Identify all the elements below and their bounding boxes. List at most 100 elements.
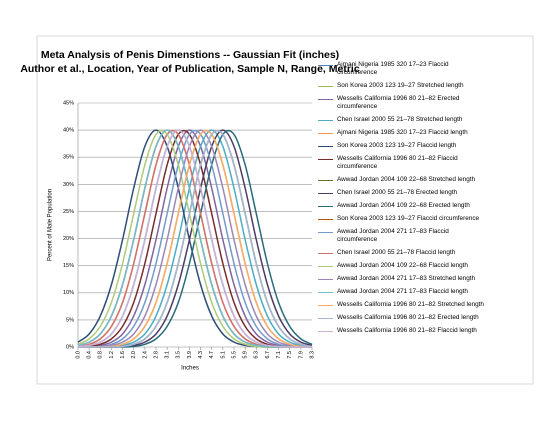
x-tick-label: 0.0: [75, 351, 81, 359]
chart-subtitle: Author et al., Location, Year of Publica…: [20, 63, 360, 75]
legend-entry: Son Korea 2003 123 19–27 Flaccid circumf…: [318, 215, 523, 223]
legend-label: Awwad Jordan 2004 271 17–83 Flaccid leng…: [337, 288, 468, 295]
x-tick-label: 2.0: [131, 351, 137, 359]
legend-swatch: [318, 231, 333, 233]
legend-entry: Awwad Jordan 2004 271 17–83 Flaccid circ…: [318, 228, 523, 244]
legend-entry: Wessells California 1996 80 21–82 Flacci…: [318, 327, 523, 335]
x-tick-label: 8.3: [309, 351, 315, 359]
x-tick-label: 4.3: [198, 351, 204, 359]
legend-swatch: [318, 85, 333, 87]
chart-frame: [36, 35, 534, 385]
legend-swatch: [318, 304, 333, 306]
x-tick-label: 2.8: [153, 351, 159, 359]
x-tick-label: 1.6: [120, 351, 126, 359]
legend-label: Awwad Jordan 2004 109 22–68 Flaccid leng…: [337, 262, 468, 269]
x-tick-label: 3.9: [187, 351, 193, 359]
legend-swatch: [318, 205, 333, 207]
legend-entry: Awwad Jordan 2004 271 17–83 Stretched le…: [318, 275, 523, 283]
legend: Ajmani Nigeria 1985 320 17–23 Flaccid ci…: [318, 61, 523, 335]
series-line: [77, 129, 313, 348]
legend-swatch: [318, 317, 333, 319]
x-tick-label: 5.9: [243, 351, 249, 359]
legend-label: Chen Israel 2000 55 21–78 Flaccid length: [337, 249, 456, 256]
x-tick-label: 2.4: [142, 351, 148, 359]
y-tick-label: 25%: [63, 209, 74, 215]
legend-label: Chen Israel 2000 55 21–78 Stretched leng…: [337, 116, 463, 123]
y-tick-label: 20%: [63, 236, 74, 242]
legend-swatch: [318, 278, 333, 280]
x-tick-label: 3.5: [176, 351, 182, 359]
legend-label: Son Korea 2003 123 19–27 Stretched lengt…: [337, 82, 464, 89]
y-tick-label: 35%: [63, 155, 74, 161]
x-tick-label: 5.1: [220, 351, 226, 359]
legend-label: Wessells California 1996 80 21–82 Erecte…: [337, 95, 460, 110]
legend-entry: Son Korea 2003 123 19–27 Stretched lengt…: [318, 82, 523, 90]
legend-label: Awwad Jordan 2004 271 17–83 Stretched le…: [337, 275, 476, 282]
legend-swatch: [318, 145, 333, 147]
chart-title: Meta Analysis of Penis Dimenstions -- Ga…: [41, 49, 339, 61]
legend-label: Wessells California 1996 80 21–82 Erecte…: [337, 314, 479, 321]
x-tick-label: 6.7: [265, 351, 271, 359]
x-tick-label: 0.4: [87, 351, 93, 359]
legend-label: Awwad Jordan 2004 271 17–83 Flaccid circ…: [337, 228, 449, 243]
legend-entry: Son Korea 2003 123 19–27 Flaccid length: [318, 142, 523, 150]
x-axis-title: Inches: [181, 366, 199, 372]
y-tick-label: 15%: [63, 263, 74, 269]
series-line: [77, 129, 313, 348]
legend-label: Ajmani Nigeria 1985 320 17–23 Flaccid ci…: [337, 61, 449, 76]
legend-label: Son Korea 2003 123 19–27 Flaccid circumf…: [337, 215, 480, 222]
legend-entry: Awwad Jordan 2004 109 22–68 Flaccid leng…: [318, 262, 523, 270]
legend-swatch: [318, 192, 333, 194]
legend-entry: Chen Israel 2000 55 21–78 Stretched leng…: [318, 116, 523, 124]
legend-label: Wessells California 1996 80 21–82 Flacci…: [337, 155, 458, 170]
y-axis-title: Percent of Male Population: [48, 189, 54, 261]
x-tick-label: 1.2: [109, 351, 115, 359]
legend-swatch: [318, 265, 333, 267]
y-tick-label: 45%: [63, 100, 74, 106]
y-tick-label: 40%: [63, 128, 74, 134]
legend-entry: Wessells California 1996 80 21–82 Stretc…: [318, 301, 523, 309]
legend-entry: Chen Israel 2000 55 21–78 Erected length: [318, 189, 523, 197]
series-line: [77, 129, 312, 348]
legend-swatch: [318, 252, 333, 254]
legend-label: Wessells California 1996 80 21–82 Stretc…: [337, 301, 484, 308]
legend-label: Awwad Jordan 2004 109 22–68 Erected leng…: [337, 202, 470, 209]
series-line: [77, 129, 313, 348]
legend-entry: Awwad Jordan 2004 271 17–83 Flaccid leng…: [318, 288, 523, 296]
legend-entry: Ajmani Nigeria 1985 320 17–23 Flaccid le…: [318, 129, 523, 137]
legend-swatch: [318, 218, 333, 220]
legend-swatch: [318, 158, 333, 160]
legend-swatch: [318, 291, 333, 293]
legend-label: Ajmani Nigeria 1985 320 17–23 Flaccid le…: [337, 129, 468, 136]
x-tick-label: 3.1: [165, 351, 171, 359]
legend-label: Son Korea 2003 123 19–27 Flaccid length: [337, 142, 457, 149]
legend-entry: Wessells California 1996 80 21–82 Erecte…: [318, 95, 523, 111]
y-tick-label: 5%: [66, 317, 74, 323]
legend-entry: Wessells California 1996 80 21–82 Flacci…: [318, 155, 523, 171]
legend-swatch: [318, 132, 333, 134]
legend-entry: Awwad Jordan 2004 109 22–68 Erected leng…: [318, 202, 523, 210]
legend-swatch: [318, 119, 333, 121]
x-tick-label: 7.1: [276, 351, 282, 359]
x-tick-label: 0.8: [98, 351, 104, 359]
x-tick-label: 6.3: [254, 351, 260, 359]
legend-label: Wessells California 1996 80 21–82 Flacci…: [337, 327, 477, 334]
legend-entry: Chen Israel 2000 55 21–78 Flaccid length: [318, 249, 523, 257]
legend-swatch: [318, 179, 333, 181]
legend-entry: Wessells California 1996 80 21–82 Erecte…: [318, 314, 523, 322]
legend-swatch: [318, 98, 333, 100]
legend-swatch: [318, 64, 333, 66]
x-tick-label: 7.9: [298, 351, 304, 359]
legend-label: Chen Israel 2000 55 21–78 Erected length: [337, 189, 458, 196]
x-tick-label: 7.5: [287, 351, 293, 359]
plot-lines: [77, 129, 313, 348]
y-tick-label: 0%: [66, 344, 74, 350]
y-tick-label: 10%: [63, 290, 74, 296]
legend-swatch: [318, 330, 333, 332]
legend-label: Awwad Jordan 2004 109 22–68 Stretched le…: [337, 176, 476, 183]
legend-entry: Awwad Jordan 2004 109 22–68 Stretched le…: [318, 176, 523, 184]
series-line: [77, 129, 313, 348]
x-tick-label: 5.5: [231, 351, 237, 359]
